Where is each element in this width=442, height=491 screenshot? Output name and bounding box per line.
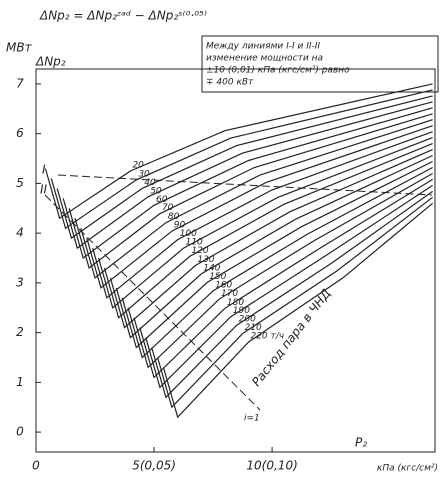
legend-label: 70 [162,203,174,213]
plot-frame [35,68,436,453]
curve [162,202,433,419]
curve [80,119,433,279]
legend-label: 110 [186,238,203,248]
curve [44,83,433,220]
curve [127,166,433,359]
curve [50,89,433,230]
legend-label: 100 [180,229,197,239]
curve [109,149,433,329]
x-label: P₂ [355,436,367,450]
curve [92,131,433,299]
y-tick-label: 0 [16,425,24,439]
y-tick-label: 7 [16,76,24,90]
x-tick-label: 0 [32,459,40,473]
y-unit: МВт [6,41,33,55]
line-label: i=1 [244,414,260,424]
legend-label: 120 [191,246,208,256]
curve [74,113,433,270]
curve [139,178,433,379]
y-tick-label: 6 [16,126,24,140]
curve [68,107,433,260]
line-label: I [42,163,46,177]
curve [56,95,433,240]
x-unit: кПа (кгс/см²) [377,464,438,474]
line-label: II [40,183,48,197]
note: Между линиями I-I и II-II [206,42,320,52]
legend-label: 140 [203,263,220,273]
y-tick-label: 4 [16,226,24,240]
legend-label: 50 [150,186,162,196]
note: изменение мощности на [206,54,323,64]
y-label: ΔNp₂ [35,55,66,69]
curve [98,137,433,309]
y-tick-label: 2 [16,325,24,339]
legend-label: 190 [233,306,250,316]
curve [151,190,433,399]
legend-label: 30 [138,169,150,179]
legend-label: 150 [209,272,226,282]
curve [62,101,433,250]
legend-label: 130 [197,255,214,265]
legend-label: 80 [168,212,180,222]
legend-label: 200 [239,315,256,325]
y-tick-label: 3 [16,275,24,289]
curve [133,172,433,369]
note: ∓ 400 кВт [206,78,254,88]
y-tick-label: 1 [16,375,24,389]
curve [103,143,433,319]
chart-title: ΔNp₂ = ΔNp₂ᶻᵃᵈ − ΔNp₂ˢ⁽⁰·⁰⁵⁾ [39,9,207,23]
legend-label: 40 [144,178,156,188]
boundary-line [57,174,433,196]
legend-label: 20 [132,160,144,170]
legend-label: 210 [245,323,262,333]
note-box [201,35,439,93]
curve [115,154,433,339]
curve [86,125,433,289]
curve [157,196,433,409]
legend-label: 90 [174,221,186,231]
x-tick-label: 10(0,10) [246,459,297,473]
curve [121,160,433,349]
legend-label: 60 [156,195,168,205]
legend-label: 220 т/ч [250,332,284,342]
legend-label: 160 [215,280,232,290]
curve [145,184,433,389]
x-tick-label: 5(0,05) [132,459,176,473]
legend-label: 170 [221,289,238,299]
y-tick-label: 5 [16,176,24,190]
legend-label: 180 [227,298,244,308]
note: ±10 (0,01) кПа (кгс/см²) равно [206,66,350,76]
